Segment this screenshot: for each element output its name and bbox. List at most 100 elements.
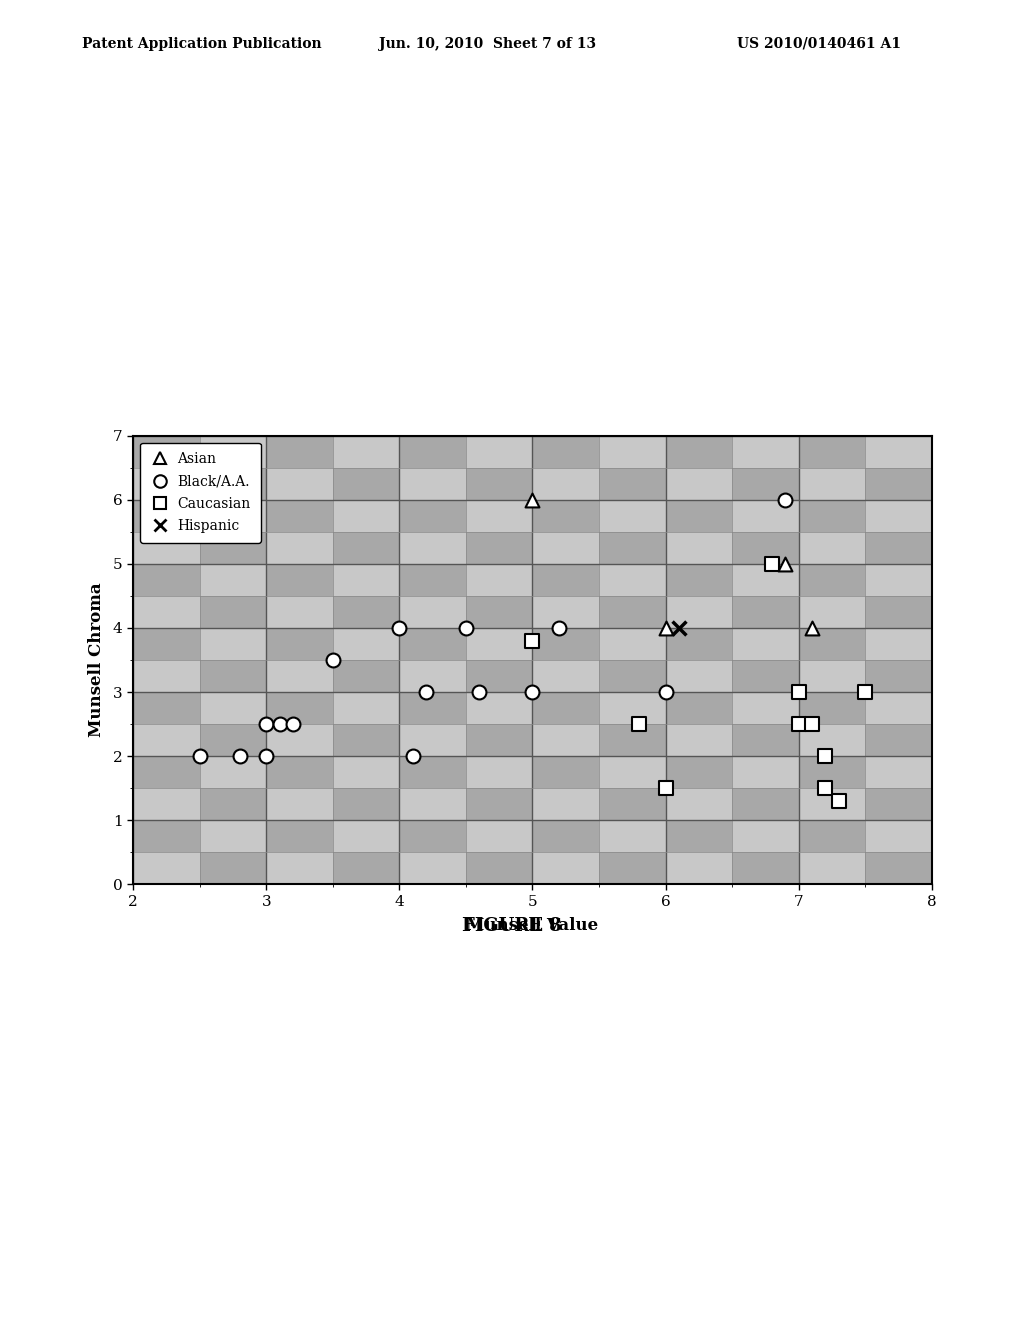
Bar	[333, 660, 399, 692]
Point	[671, 618, 687, 639]
Bar	[133, 692, 200, 725]
Bar	[732, 788, 799, 820]
Bar	[333, 756, 399, 788]
Bar	[399, 436, 466, 467]
Bar	[466, 692, 532, 725]
Point	[777, 553, 794, 574]
Bar	[200, 628, 266, 660]
Bar	[532, 820, 599, 853]
Bar	[133, 725, 200, 756]
Bar	[133, 532, 200, 564]
Bar	[599, 628, 666, 660]
Bar	[799, 436, 865, 467]
Text: FIGURE 8: FIGURE 8	[462, 916, 562, 935]
Bar	[666, 692, 732, 725]
Point	[404, 746, 421, 767]
Bar	[333, 467, 399, 500]
Point	[258, 746, 274, 767]
Point	[817, 777, 834, 799]
Bar	[865, 725, 932, 756]
Bar	[732, 628, 799, 660]
Bar	[532, 660, 599, 692]
Bar	[200, 853, 266, 884]
Legend: Asian, Black/A.A., Caucasian, Hispanic: Asian, Black/A.A., Caucasian, Hispanic	[140, 442, 260, 543]
Bar	[865, 660, 932, 692]
Bar	[532, 532, 599, 564]
Bar	[133, 660, 200, 692]
Bar	[466, 853, 532, 884]
Bar	[200, 564, 266, 595]
Point	[524, 630, 541, 651]
Bar	[333, 853, 399, 884]
Bar	[266, 436, 333, 467]
Bar	[266, 660, 333, 692]
Bar	[266, 595, 333, 628]
Bar	[799, 564, 865, 595]
Bar	[200, 467, 266, 500]
Bar	[732, 725, 799, 756]
Bar	[865, 500, 932, 532]
Bar	[599, 756, 666, 788]
Text: Jun. 10, 2010  Sheet 7 of 13: Jun. 10, 2010 Sheet 7 of 13	[379, 37, 596, 51]
Bar	[266, 853, 333, 884]
Bar	[266, 692, 333, 725]
Bar	[865, 820, 932, 853]
Bar	[466, 467, 532, 500]
Bar	[865, 853, 932, 884]
Bar	[599, 436, 666, 467]
Point	[830, 791, 847, 812]
Bar	[799, 725, 865, 756]
Bar	[333, 725, 399, 756]
Bar	[133, 788, 200, 820]
Point	[777, 490, 794, 511]
Bar	[266, 628, 333, 660]
Bar	[666, 788, 732, 820]
Bar	[333, 692, 399, 725]
Bar	[599, 660, 666, 692]
Bar	[399, 756, 466, 788]
Point	[524, 490, 541, 511]
Point	[791, 681, 807, 702]
Text: US 2010/0140461 A1: US 2010/0140461 A1	[737, 37, 901, 51]
Bar	[732, 595, 799, 628]
Point	[791, 714, 807, 735]
Bar	[799, 692, 865, 725]
Bar	[266, 725, 333, 756]
Bar	[865, 532, 932, 564]
Bar	[732, 692, 799, 725]
Bar	[799, 756, 865, 788]
Point	[657, 777, 674, 799]
Bar	[399, 660, 466, 692]
Bar	[799, 788, 865, 820]
Bar	[399, 788, 466, 820]
Point	[391, 618, 408, 639]
Point	[325, 649, 341, 671]
Point	[804, 714, 820, 735]
Bar	[133, 436, 200, 467]
Bar	[532, 628, 599, 660]
Bar	[466, 820, 532, 853]
Bar	[732, 467, 799, 500]
Bar	[666, 725, 732, 756]
Bar	[399, 500, 466, 532]
Bar	[333, 628, 399, 660]
Bar	[200, 788, 266, 820]
Bar	[599, 467, 666, 500]
Bar	[865, 788, 932, 820]
Bar	[732, 436, 799, 467]
Bar	[399, 853, 466, 884]
Bar	[532, 853, 599, 884]
Bar	[466, 788, 532, 820]
Bar	[532, 788, 599, 820]
Bar	[399, 564, 466, 595]
Point	[857, 681, 873, 702]
Bar	[133, 500, 200, 532]
Bar	[133, 595, 200, 628]
Bar	[666, 595, 732, 628]
Bar	[333, 788, 399, 820]
Point	[471, 681, 487, 702]
Bar	[865, 564, 932, 595]
Bar	[799, 628, 865, 660]
Bar	[799, 660, 865, 692]
Bar	[133, 564, 200, 595]
